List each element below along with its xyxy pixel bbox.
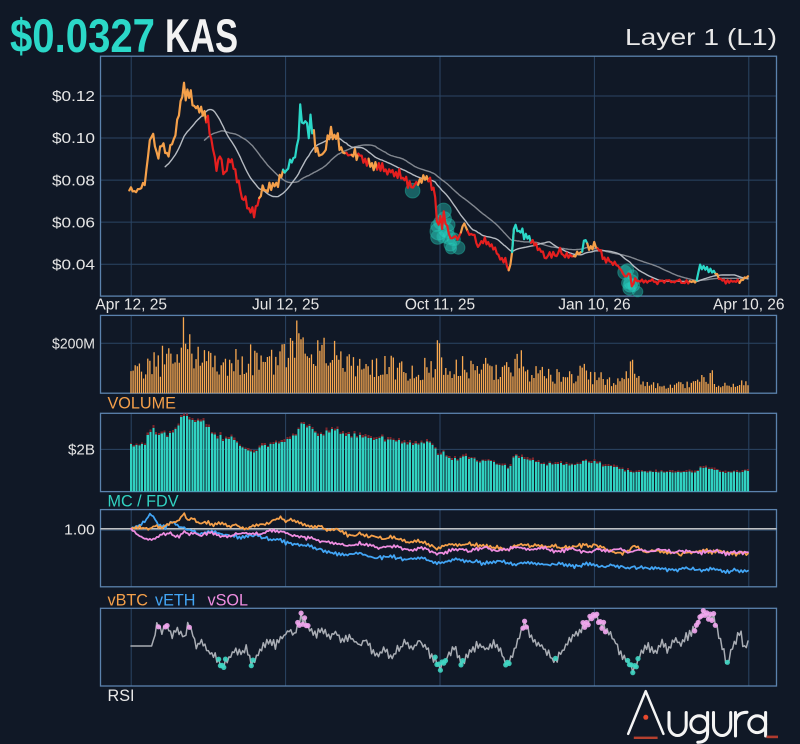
svg-text:1.00: 1.00 [64,521,95,538]
svg-text:VOLUME: VOLUME [108,395,177,413]
svg-text:vSOL: vSOL [208,592,249,610]
svg-text:Apr 10, 26: Apr 10, 26 [713,297,785,314]
svg-text:Jul 12, 25: Jul 12, 25 [252,297,319,314]
svg-text:$0.08: $0.08 [52,172,95,189]
svg-text:Apr 12, 25: Apr 12, 25 [95,297,167,314]
svg-text:$0.04: $0.04 [52,256,95,273]
svg-text:vBTC: vBTC [108,592,149,610]
svg-text:$2B: $2B [68,442,95,459]
svg-text:RSI: RSI [108,687,135,705]
svg-text:$0.10: $0.10 [52,130,95,147]
svg-text:KAS: KAS [165,9,238,62]
svg-text:MC / FDV: MC / FDV [108,493,179,511]
svg-text:$0.12: $0.12 [52,88,95,105]
svg-text:$0.0327: $0.0327 [10,9,155,62]
svg-text:Jan 10, 26: Jan 10, 26 [558,297,630,314]
svg-text:Oct 11, 25: Oct 11, 25 [405,297,475,314]
svg-text:vETH: vETH [155,592,195,610]
svg-text:Layer 1 (L1): Layer 1 (L1) [625,24,777,50]
svg-text:$0.06: $0.06 [52,214,95,231]
svg-text:$200M: $200M [52,336,95,353]
